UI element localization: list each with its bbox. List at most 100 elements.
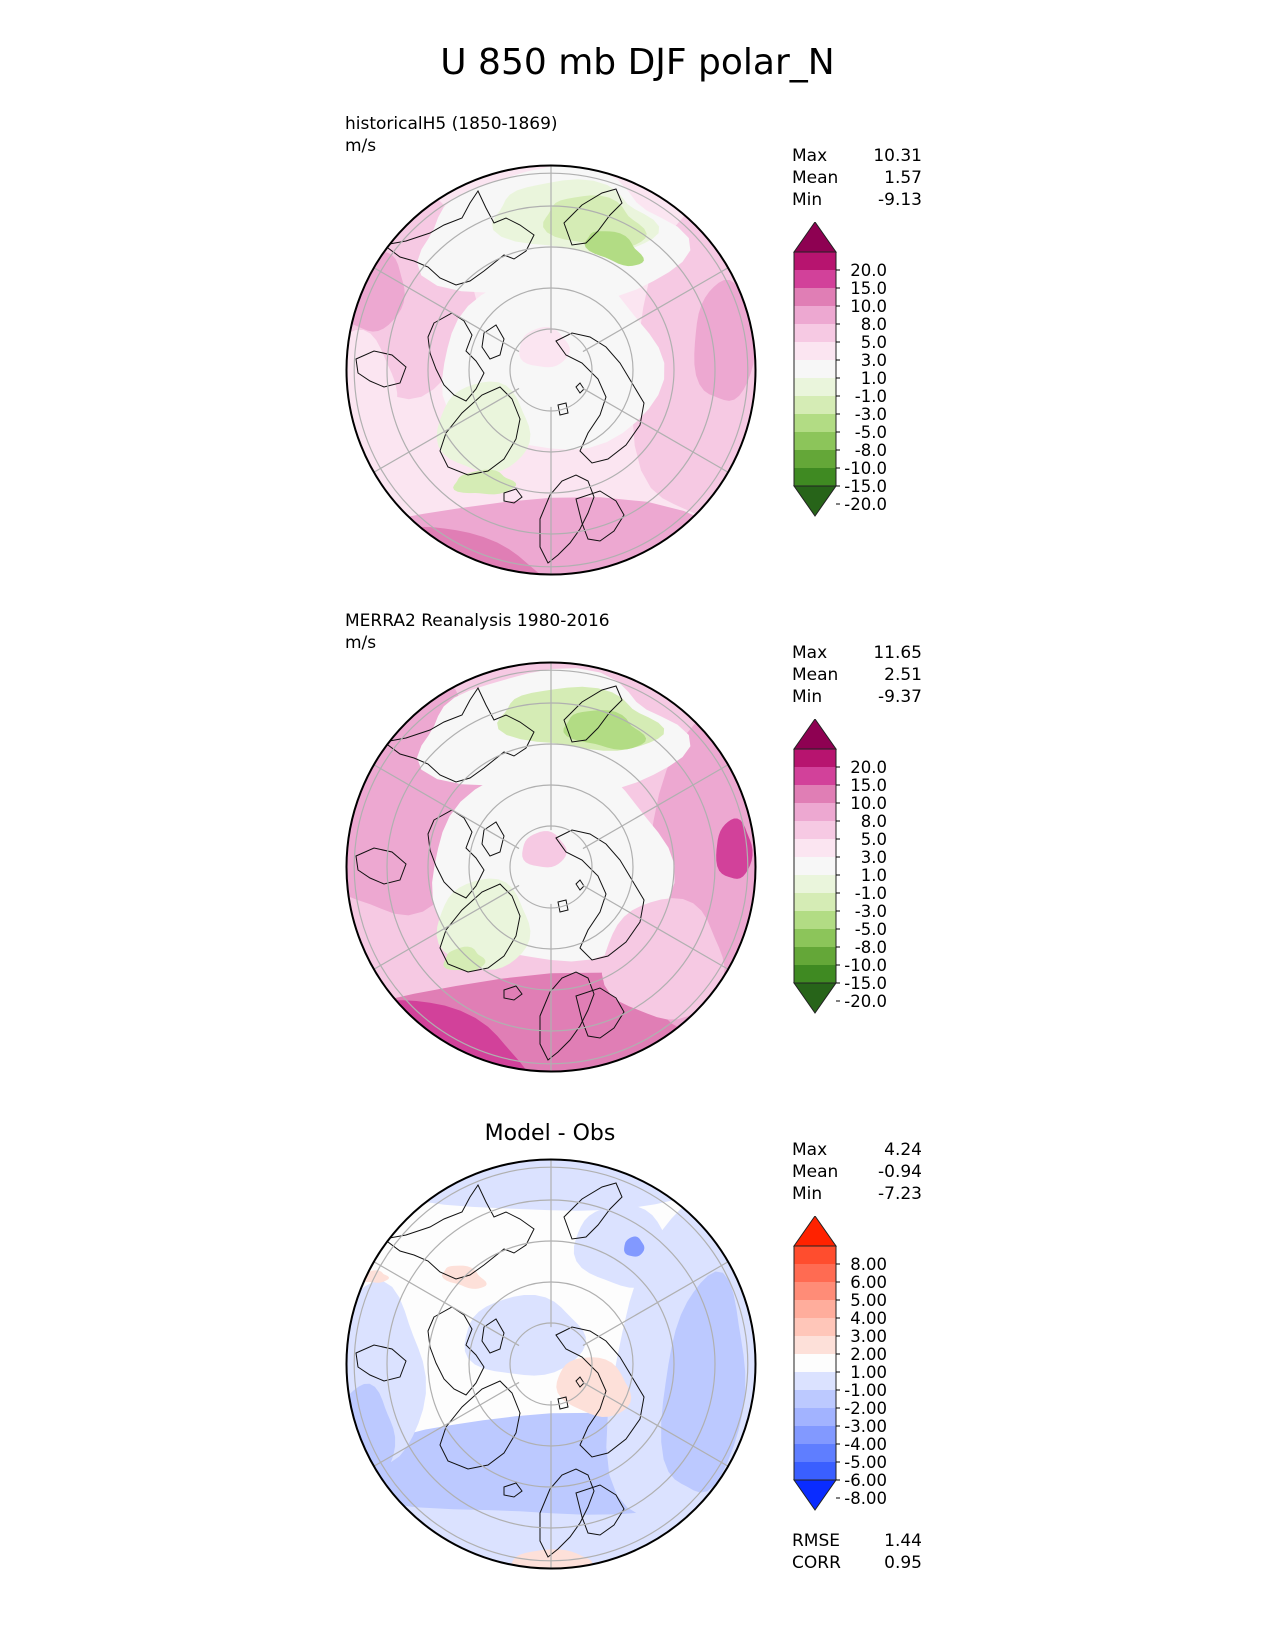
panel1-map-boundary: [345, 164, 757, 576]
panel3-colorbar-tick-label: -5.00: [844, 1453, 887, 1472]
panel2-colorbar-tick-label: -5.0: [855, 920, 887, 939]
panel1-colorbar-tick-label: -20.0: [844, 495, 887, 514]
figure-title: U 850 mb DJF polar_N: [440, 42, 835, 83]
panel1-colorbar-band: [794, 378, 836, 397]
panel2-colorbar-tick-label: -10.0: [844, 956, 887, 975]
panel1-label: historicalH5 (1850-1869) m/s: [345, 113, 558, 157]
panel2-label: MERRA2 Reanalysis 1980-2016 m/s: [345, 610, 610, 654]
panel2-contour-region: [716, 818, 753, 879]
panel1-colorbar-tick-label: -1.0: [855, 387, 887, 406]
panel3-stat-mean: Mean -0.94: [792, 1162, 922, 1182]
panel1-coastline: [439, 386, 521, 476]
panel3-coastline: [555, 1326, 645, 1458]
panel1-colorbar-arrow-top: [793, 222, 837, 253]
panel3-contour-region: [392, 1159, 716, 1211]
panel1-colorbar-band: [794, 360, 836, 379]
panel1-colorbar-tick-label: -5.0: [855, 423, 887, 442]
panel2-longitude-line: [582, 884, 729, 971]
panel3-contour-region: [624, 1236, 645, 1257]
panel2-colorbar-band: [794, 785, 836, 804]
panel3-colorbar-band: [794, 1336, 836, 1355]
panel2-colorbar-band: [794, 911, 836, 930]
panel2-contour-region: [522, 831, 567, 868]
panel3-coastline: [427, 1306, 485, 1396]
panel3-map-boundary: [345, 1158, 757, 1570]
panel1-colorbar-band: [794, 342, 836, 361]
panel2-coastline: [555, 829, 645, 961]
panel2-colorbar-tick-label: 5.0: [861, 830, 887, 849]
panel3-colorbar-tick-label: 4.00: [850, 1309, 887, 1328]
panel1-stat-mean: Mean 1.57: [792, 168, 922, 188]
panel2-coastline: [439, 883, 521, 973]
panel2-stat-min: Min -9.37: [792, 687, 922, 707]
panel2-stat-mean: Mean 2.51: [792, 665, 922, 685]
panel2-contour-region: [443, 946, 486, 972]
panel3-colorbar-tick-label: 2.00: [850, 1345, 887, 1364]
panel2-colorbar-tick-label: 20.0: [850, 758, 887, 777]
panel1-contour-region: [436, 381, 531, 473]
panel1-colorbar-tick-label: 15.0: [850, 279, 887, 298]
panel3-colorbar-tick-label: 6.00: [850, 1273, 887, 1292]
panel2-colorbar-tick-label: -8.0: [855, 938, 887, 957]
panel2-colorbar-band: [794, 749, 836, 768]
panel3-colorbar-band: [794, 1444, 836, 1463]
panel2-colorbar: 20.015.010.08.05.03.01.0-1.0-3.0-5.0-8.0…: [793, 719, 887, 1014]
panel3-stat-rmse: RMSE 1.44: [792, 1531, 922, 1551]
panel2-colorbar-band: [794, 767, 836, 786]
panel2-coastline: [355, 847, 407, 885]
panel1-longitude-line: [373, 266, 520, 353]
panel1-colorbar-tick-label: 1.0: [861, 369, 887, 388]
panel3-stat-max: Max 4.24: [792, 1140, 922, 1160]
panel2-colorbar-tick-label: -20.0: [844, 992, 887, 1011]
panel2-colorbar-band: [794, 821, 836, 840]
panel2-colorbar-tick-label: -1.0: [855, 884, 887, 903]
panel3-stat-min: Min -7.23: [792, 1184, 922, 1204]
panel2-map-boundary: [345, 661, 757, 1073]
panel3-colorbar-band: [794, 1390, 836, 1409]
panel1-stat-max: Max 10.31: [792, 146, 922, 166]
panel3-colorbar-tick-label: -6.00: [844, 1471, 887, 1490]
panel1-colorbar-band: [794, 450, 836, 469]
panel2-colorbar-tick-label: -15.0: [844, 974, 887, 993]
panel3-colorbar-tick-label: -1.00: [844, 1381, 887, 1400]
panel2-longitude-line: [373, 884, 520, 971]
panel3-title: Model - Obs: [484, 1121, 616, 1146]
panel2-stats: Max 11.65 Mean 2.51 Min -9.37: [792, 642, 922, 708]
panel2-coastline: [503, 985, 523, 1001]
panel2-colorbar-band: [794, 929, 836, 948]
panel2-colorbar-tick-label: 15.0: [850, 776, 887, 795]
panel3-colorbar-tick-label: 1.00: [850, 1363, 887, 1382]
panel2-colorbar-band: [794, 839, 836, 858]
panel1-colorbar-band: [794, 288, 836, 307]
panel2-coastline: [427, 809, 485, 899]
panel1-coastline: [539, 474, 595, 564]
panel3-colorbar-band: [794, 1300, 836, 1319]
panel1-coastline: [563, 188, 623, 246]
panel1-colorbar-tick-label: 20.0: [850, 261, 887, 280]
panel2-coastline: [557, 899, 569, 913]
panel1-contour-region: [694, 280, 755, 401]
panel2-longitude-line: [582, 763, 729, 850]
panel1-coastline: [427, 312, 485, 402]
panel1-colorbar-band: [794, 306, 836, 325]
panel2-units: m/s: [345, 633, 377, 653]
panel3-colorbar-tick-label: -3.00: [844, 1417, 887, 1436]
panel3-colorbar-tick-label: 3.00: [850, 1327, 887, 1346]
panel1-colorbar-band: [794, 252, 836, 271]
panel2-colorbar-arrow-top: [793, 719, 837, 750]
panel1-coastline: [503, 488, 523, 504]
panel1-colorbar-tick-label: -15.0: [844, 477, 887, 496]
panel3-stats: Max 4.24 Mean -0.94 Min -7.23: [792, 1139, 922, 1205]
panel3-colorbar-arrow-bottom: [793, 1479, 837, 1511]
panel3-colorbar-band: [794, 1372, 836, 1391]
panel1-colorbar-tick-label: 8.0: [861, 315, 887, 334]
panel2-coastline: [575, 987, 625, 1039]
panel1-contour-region: [519, 327, 570, 368]
panel1-colorbar-tick-label: -10.0: [844, 459, 887, 478]
panel3-longitude-line: [582, 1381, 729, 1468]
panel3-colorbar-band: [794, 1408, 836, 1427]
panel1-colorbar-tick-label: 10.0: [850, 297, 887, 316]
panel1-colorbar-tick-label: -8.0: [855, 441, 887, 460]
panel1-colorbar-band: [794, 270, 836, 289]
panel2-coastline: [539, 971, 595, 1061]
